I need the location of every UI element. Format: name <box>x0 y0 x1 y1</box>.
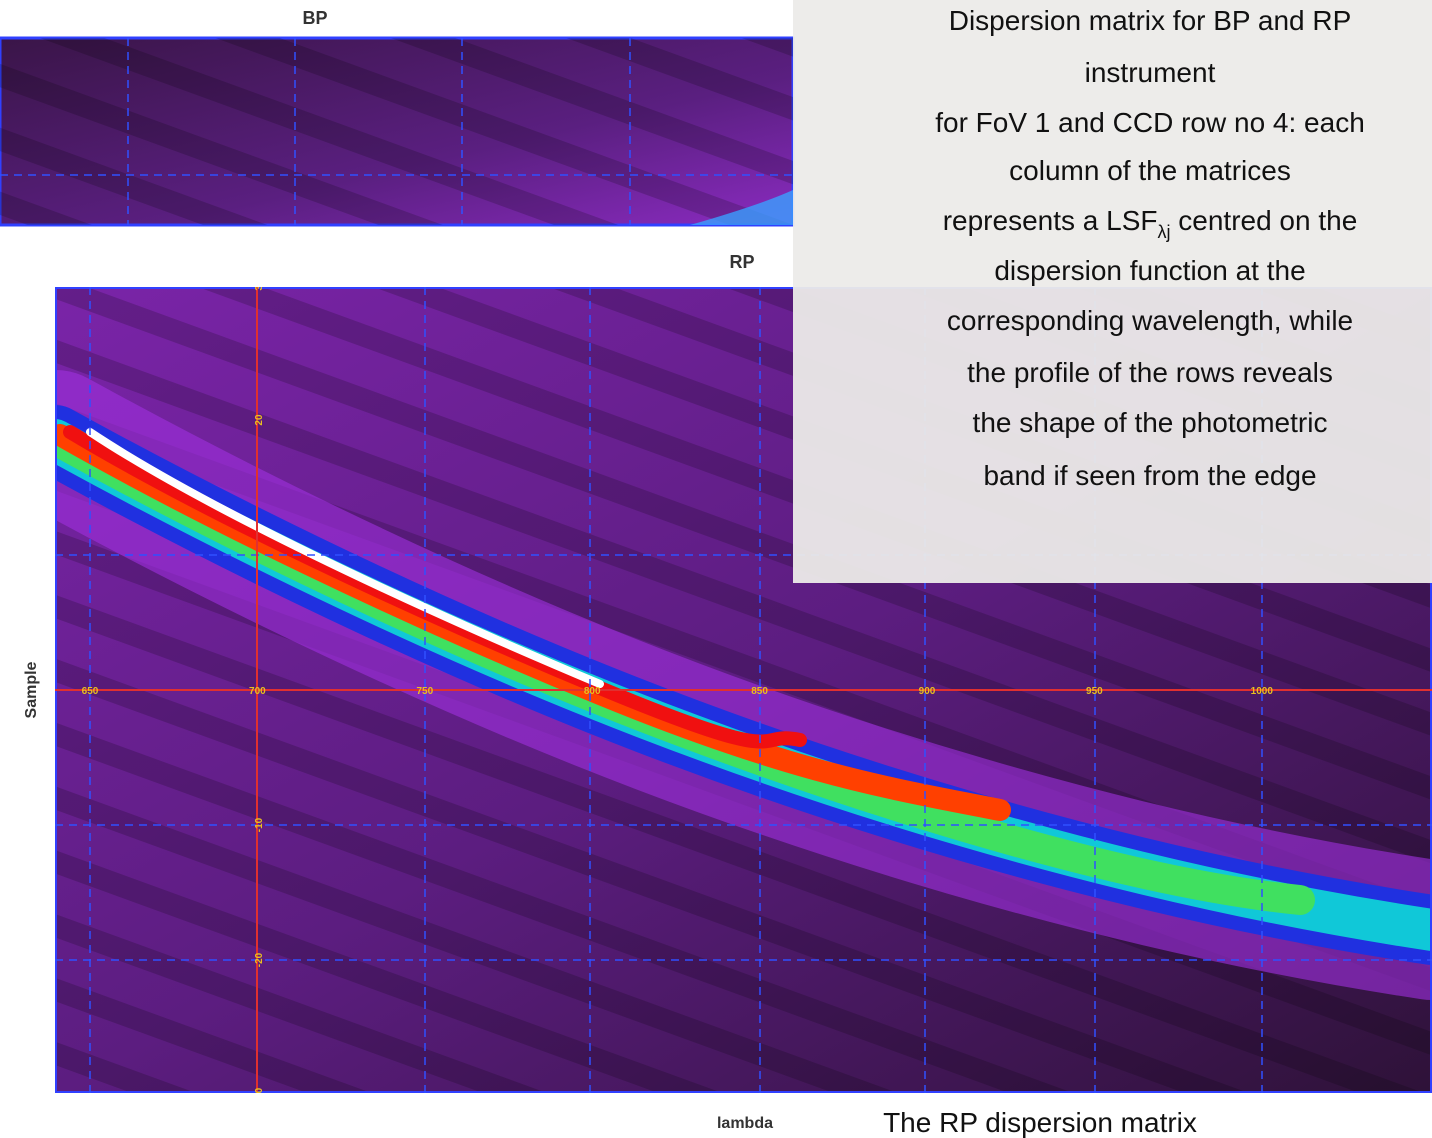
x-tick-label: 800 <box>584 686 601 697</box>
caption: The RP dispersion matrix <box>883 1107 1197 1138</box>
x-tick-label: 750 <box>416 686 433 697</box>
note-subscript: λj <box>1157 222 1170 242</box>
note-text: centred on the <box>1170 205 1357 236</box>
note-line: dispersion function at the <box>994 255 1305 286</box>
x-tick-label: 900 <box>919 686 936 697</box>
note-line: instrument <box>1085 57 1216 88</box>
x-axis-label: lambda <box>717 1115 773 1132</box>
note-text: represents a LSF <box>943 205 1158 236</box>
y-tick-label: 30 <box>254 279 265 291</box>
note-box: Dispersion matrix for BP and RP instrumen… <box>793 0 1432 583</box>
y-tick-label: -20 <box>254 952 265 967</box>
x-tick-label: 700 <box>249 686 266 697</box>
y-tick-label: -30 <box>254 1087 265 1102</box>
x-tick-label: 1000 <box>1251 686 1274 697</box>
note-line: for FoV 1 and CCD row no 4: each <box>935 107 1365 138</box>
x-tick-label: 950 <box>1086 686 1103 697</box>
bp-heatmap <box>0 36 795 227</box>
y-tick-label: -10 <box>254 817 265 832</box>
note-line: Dispersion matrix for BP and RP <box>949 5 1352 36</box>
x-tick-label: 850 <box>751 686 768 697</box>
note-line: band if seen from the edge <box>983 460 1316 491</box>
bp-title: BP <box>302 8 327 28</box>
x-tick-label: 650 <box>82 686 99 697</box>
note-line: the profile of the rows reveals <box>967 357 1333 388</box>
rp-title: RP <box>729 252 754 272</box>
note-line: corresponding wavelength, while <box>947 305 1353 336</box>
note-line: the shape of the photometric <box>973 407 1328 438</box>
note-line: column of the matrices <box>1009 155 1291 186</box>
note-line: represents a LSFλj centred on the <box>943 205 1358 242</box>
y-tick-label: 20 <box>254 414 265 426</box>
y-axis-label: Sample <box>23 661 40 718</box>
